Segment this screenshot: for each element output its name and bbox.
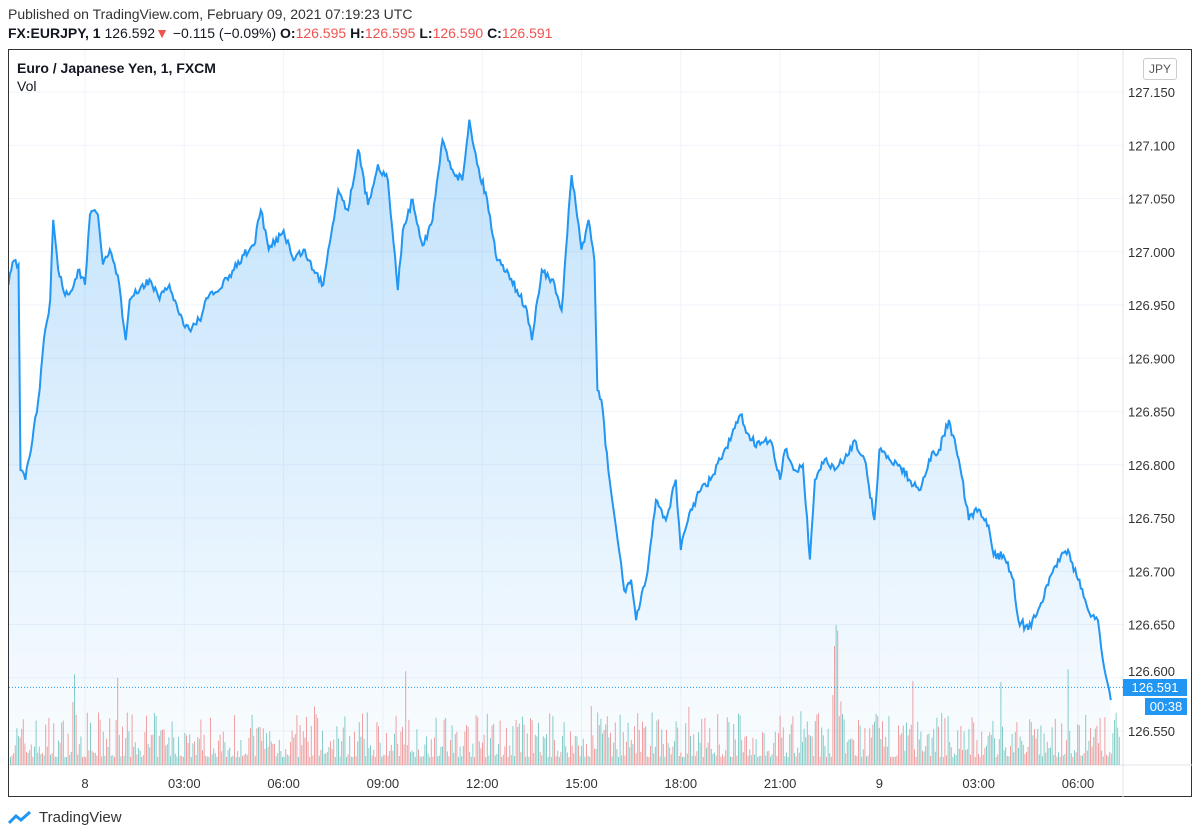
price-area-fill: [9, 119, 1111, 765]
low-value: 126.590: [432, 25, 484, 41]
open-value: 126.595: [295, 25, 347, 41]
chart-frame: [8, 49, 1192, 797]
high-label: H:: [350, 25, 365, 41]
y-tick-label: 127.050: [1128, 192, 1175, 207]
open-label: O:: [280, 25, 296, 41]
x-tick-label: 09:00: [367, 776, 400, 791]
tradingview-logo-icon: [8, 810, 31, 824]
x-tick-label: 12:00: [466, 776, 499, 791]
y-tick-label: 126.950: [1128, 298, 1175, 313]
y-tick-label: 126.600: [1128, 664, 1175, 679]
y-tick-label: 126.650: [1128, 618, 1175, 633]
price-change: −0.115 (−0.09%): [172, 25, 277, 41]
currency-button[interactable]: JPY: [1143, 58, 1177, 80]
x-tick-label: 8: [81, 776, 88, 791]
high-value: 126.595: [364, 25, 416, 41]
x-tick-label: 03:00: [168, 776, 201, 791]
y-tick-label: 126.850: [1128, 405, 1175, 420]
published-line: Published on TradingView.com, February 0…: [8, 6, 413, 22]
x-tick-label: 03:00: [962, 776, 995, 791]
chart-legend-title: Euro / Japanese Yen, 1, FXCM: [17, 60, 216, 76]
y-tick-label: 127.100: [1128, 138, 1175, 153]
price-line: [9, 119, 1112, 701]
volume-bar: [1115, 712, 1117, 765]
x-tick-label: 06:00: [1062, 776, 1095, 791]
symbol-label: FX:EURJPY, 1: [8, 25, 101, 41]
x-tick-label: 15:00: [565, 776, 598, 791]
low-label: L:: [419, 25, 433, 41]
y-tick-label: 126.900: [1128, 351, 1175, 366]
volume-bar: [1114, 719, 1115, 765]
down-triangle-icon: ▼: [155, 25, 169, 41]
y-tick-label: 126.550: [1128, 724, 1175, 739]
y-tick-label: 126.750: [1128, 511, 1175, 526]
y-tick-label: 127.000: [1128, 245, 1175, 260]
volume-legend: Vol: [17, 78, 37, 94]
y-tick-label: 126.700: [1128, 564, 1175, 579]
y-tick-label: 127.150: [1128, 85, 1175, 100]
x-tick-label: 18:00: [665, 776, 698, 791]
x-tick-label: 06:00: [267, 776, 300, 791]
close-label: C:: [487, 25, 502, 41]
symbol-info-line: FX:EURJPY, 1 126.592▼ −0.115 (−0.09%) O:…: [8, 25, 552, 41]
y-tick-label: 126.800: [1128, 458, 1175, 473]
bar-countdown-label: 00:38: [1145, 698, 1187, 715]
last-price: 126.592: [104, 25, 156, 41]
volume-bar: [1117, 727, 1119, 765]
close-value: 126.591: [501, 25, 553, 41]
volume-bar: [1110, 753, 1112, 765]
current-price-label: 126.591: [1123, 679, 1187, 696]
x-tick-label: 9: [876, 776, 883, 791]
volume-bar: [1118, 736, 1120, 765]
tradingview-logo[interactable]: TradingView: [8, 809, 122, 826]
x-tick-label: 21:00: [764, 776, 797, 791]
volume-bar: [1112, 733, 1114, 765]
brand-name: TradingView: [39, 809, 122, 826]
